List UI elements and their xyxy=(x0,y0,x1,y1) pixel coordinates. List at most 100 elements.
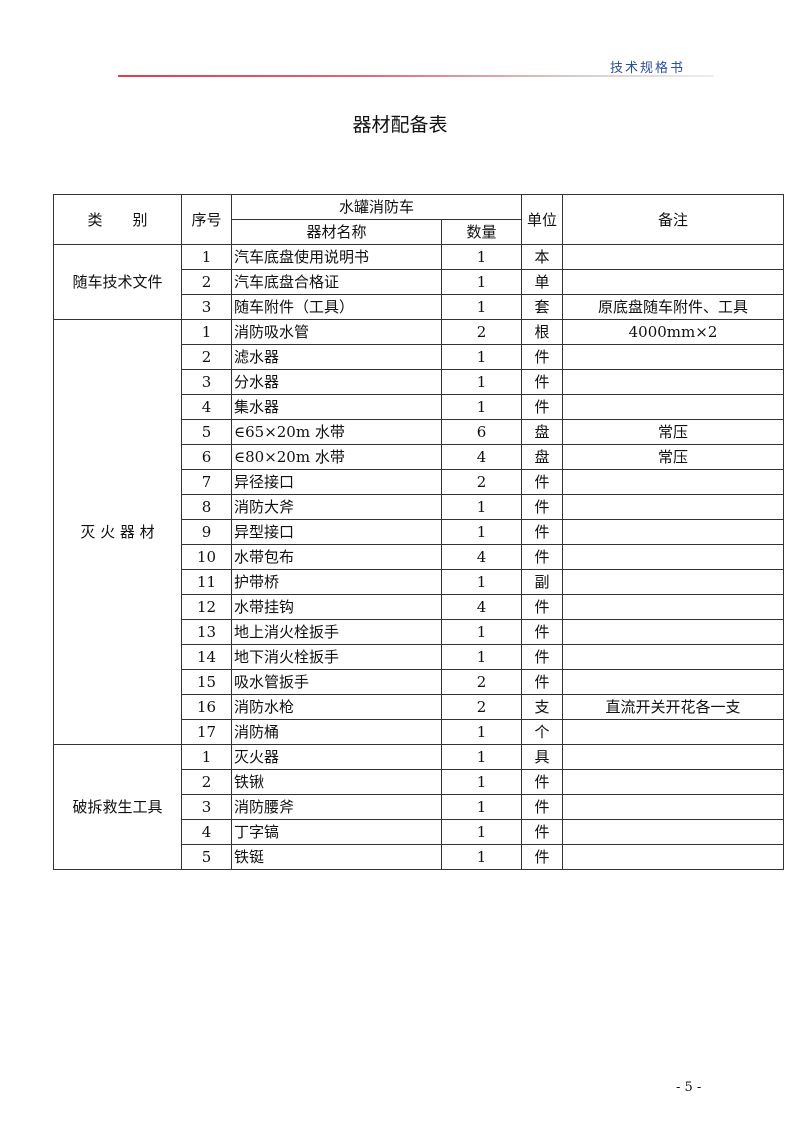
qty-cell: 6 xyxy=(441,419,522,445)
category-cell: 灭 火 器 材 xyxy=(53,319,182,745)
index-cell: 5 xyxy=(181,419,232,445)
note-cell: 直流开关开花各一支 xyxy=(562,694,784,720)
qty-cell: 1 xyxy=(441,294,522,320)
unit-cell: 件 xyxy=(521,544,563,570)
index-cell: 5 xyxy=(181,844,232,870)
name-cell: 铁锹 xyxy=(231,769,442,795)
qty-cell: 1 xyxy=(441,619,522,645)
qty-cell: 2 xyxy=(441,694,522,720)
note-cell xyxy=(562,494,784,520)
unit-cell: 件 xyxy=(521,494,563,520)
index-cell: 2 xyxy=(181,769,232,795)
table-row: 破拆救生工具 1 灭火器 1 具 xyxy=(53,744,784,870)
unit-cell: 盘 xyxy=(521,419,563,445)
name-cell: 随车附件（工具） xyxy=(231,294,442,320)
unit-cell: 支 xyxy=(521,694,563,720)
table-row: 10 水带包布 4 件 xyxy=(54,544,784,570)
name-cell: 地上消火栓扳手 xyxy=(231,619,442,645)
table-row: 15 吸水管扳手 2 件 xyxy=(54,669,784,695)
header-name: 器材名称 xyxy=(231,219,442,245)
index-cell: 13 xyxy=(181,619,232,645)
note-cell xyxy=(562,669,784,695)
note-cell xyxy=(562,394,784,420)
table-row: 3 随车附件（工具） 1 套原底盘随车附件、工具 xyxy=(54,294,784,320)
index-cell: 15 xyxy=(181,669,232,695)
unit-cell: 件 xyxy=(521,369,563,395)
note-cell xyxy=(562,269,784,295)
index-cell: 7 xyxy=(181,469,232,495)
name-cell: 消防水枪 xyxy=(231,694,442,720)
qty-cell: 1 xyxy=(441,269,522,295)
unit-cell: 副 xyxy=(521,569,563,595)
unit-cell: 个 xyxy=(521,719,563,745)
note-cell xyxy=(562,544,784,570)
table-row: 4 集水器 1 件 xyxy=(54,394,784,420)
qty-cell: 4 xyxy=(441,444,522,470)
index-cell: 10 xyxy=(181,544,232,570)
index-cell: 9 xyxy=(181,519,232,545)
note-cell: 常压 xyxy=(562,444,784,470)
qty-cell: 1 xyxy=(441,794,522,820)
name-cell: 滤水器 xyxy=(231,344,442,370)
note-cell xyxy=(562,794,784,820)
unit-cell: 具 xyxy=(521,744,563,770)
name-cell: 灭火器 xyxy=(231,744,442,770)
category-cell: 破拆救生工具 xyxy=(53,744,182,870)
name-cell: 吸水管扳手 xyxy=(231,669,442,695)
index-cell: 1 xyxy=(181,319,232,345)
index-cell: 11 xyxy=(181,569,232,595)
header-qty: 数量 xyxy=(441,219,522,245)
index-cell: 1 xyxy=(181,744,232,770)
unit-cell: 件 xyxy=(521,594,563,620)
note-cell xyxy=(562,819,784,845)
name-cell: 异径接口 xyxy=(231,469,442,495)
qty-cell: 4 xyxy=(441,594,522,620)
unit-cell: 件 xyxy=(521,469,563,495)
name-cell: 消防吸水管 xyxy=(231,319,442,345)
name-cell: ∈65×20m 水带 xyxy=(231,419,442,445)
qty-cell: 1 xyxy=(441,344,522,370)
qty-cell: 1 xyxy=(441,819,522,845)
table-row: 2 铁锹 1 件 xyxy=(54,769,784,795)
qty-cell: 4 xyxy=(441,544,522,570)
header-category: 类 别 xyxy=(53,194,182,245)
table-row: 6 ∈80×20m 水带 4 盘常压 xyxy=(54,444,784,470)
table-row: 7 异径接口 2 件 xyxy=(54,469,784,495)
category-cell: 随车技术文件 xyxy=(53,244,182,320)
index-cell: 3 xyxy=(181,294,232,320)
index-cell: 16 xyxy=(181,694,232,720)
name-cell: 丁字镐 xyxy=(231,819,442,845)
qty-cell: 2 xyxy=(441,669,522,695)
note-cell xyxy=(562,769,784,795)
table-row: 5 ∈65×20m 水带 6 盘常压 xyxy=(54,419,784,445)
unit-cell: 套 xyxy=(521,294,563,320)
name-cell: 分水器 xyxy=(231,369,442,395)
index-cell: 1 xyxy=(181,244,232,270)
name-cell: 汽车底盘使用说明书 xyxy=(231,244,442,270)
unit-cell: 根 xyxy=(521,319,563,345)
unit-cell: 件 xyxy=(521,794,563,820)
name-cell: 集水器 xyxy=(231,394,442,420)
name-cell: 铁铤 xyxy=(231,844,442,870)
note-cell xyxy=(562,369,784,395)
header-index: 序号 xyxy=(181,194,232,245)
qty-cell: 2 xyxy=(441,319,522,345)
index-cell: 2 xyxy=(181,344,232,370)
name-cell: 水带包布 xyxy=(231,544,442,570)
unit-cell: 本 xyxy=(521,244,563,270)
qty-cell: 1 xyxy=(441,744,522,770)
name-cell: 汽车底盘合格证 xyxy=(231,269,442,295)
table-row: 5 铁铤 1 件 xyxy=(54,844,784,870)
table-row: 4 丁字镐 1 件 xyxy=(54,819,784,845)
note-cell xyxy=(562,569,784,595)
table-row: 14 地下消火栓扳手 1 件 xyxy=(54,644,784,670)
qty-cell: 1 xyxy=(441,644,522,670)
qty-cell: 1 xyxy=(441,769,522,795)
equipment-table: 类 别 序号 水罐消防车 单位 备注 器材名称 数量 随车技术文件 1 汽车底盘使用… xyxy=(53,194,784,870)
table-row: 2 汽车底盘合格证 1 单 xyxy=(54,269,784,295)
name-cell: 护带桥 xyxy=(231,569,442,595)
note-cell xyxy=(562,644,784,670)
header-group: 水罐消防车 xyxy=(231,194,522,220)
note-cell xyxy=(562,744,784,770)
header-note: 备注 xyxy=(562,194,784,245)
